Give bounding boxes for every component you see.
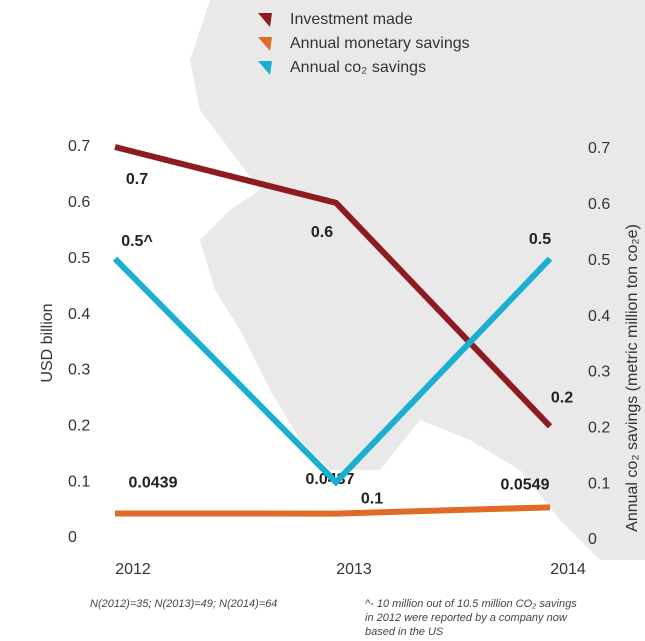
y-tick-label: 0.5	[68, 250, 90, 267]
y2-tick-label: 0.2	[588, 420, 610, 437]
y2-tick-label: 0.1	[588, 475, 610, 492]
data-label: 0.2	[551, 390, 573, 407]
y-tick-label: 0.4	[68, 306, 90, 323]
footnote: ^- 10 million out of 10.5 million CO₂ sa…	[365, 598, 577, 610]
y-tick-label: 0.1	[68, 473, 90, 490]
y-tick-label: 0	[68, 529, 77, 546]
y-tick-label: 0.3	[68, 362, 90, 379]
footnote: based in the US	[365, 626, 444, 638]
background-map	[190, 0, 645, 560]
y2-tick-label: 0	[588, 531, 597, 548]
footnote: N(2012)=35; N(2013)=49; N(2014)=64	[90, 598, 277, 610]
data-label: 0.5^	[121, 233, 153, 250]
series-line	[112, 256, 553, 487]
data-label: 0.7	[126, 171, 148, 188]
y2-tick-label: 0.5	[588, 252, 610, 269]
data-label: 0.5	[529, 231, 551, 248]
legend-marker	[258, 13, 272, 27]
footnote: in 2012 were reported by a company now	[365, 612, 568, 624]
legend-label: Annual monetary savings	[290, 35, 470, 52]
x-tick-label: 2013	[336, 561, 372, 578]
y2-tick-label: 0.6	[588, 196, 610, 213]
y2-axis-label: Annual co₂ savings (metric million ton c…	[624, 224, 641, 532]
data-label: 0.1	[361, 490, 383, 507]
legend-label: Annual co₂ savings	[290, 59, 426, 76]
y2-tick-label: 0.7	[588, 140, 610, 157]
x-tick-label: 2014	[550, 561, 586, 578]
y2-tick-label: 0.3	[588, 364, 610, 381]
legend-label: Investment made	[290, 11, 413, 28]
data-label: 0.0439	[129, 475, 178, 492]
y-tick-label: 0.2	[68, 418, 90, 435]
y-tick-label: 0.7	[68, 138, 90, 155]
data-label: 0.6	[311, 224, 333, 241]
y2-tick-label: 0.4	[588, 308, 610, 325]
y-axis-label: USD billion	[39, 303, 56, 382]
series-line	[114, 144, 553, 429]
legend-marker	[258, 37, 272, 51]
data-label: 0.0549	[501, 477, 550, 494]
legend-marker	[258, 61, 272, 75]
series-line	[114, 504, 551, 517]
x-tick-label: 2012	[115, 561, 151, 578]
y-tick-label: 0.6	[68, 194, 90, 211]
